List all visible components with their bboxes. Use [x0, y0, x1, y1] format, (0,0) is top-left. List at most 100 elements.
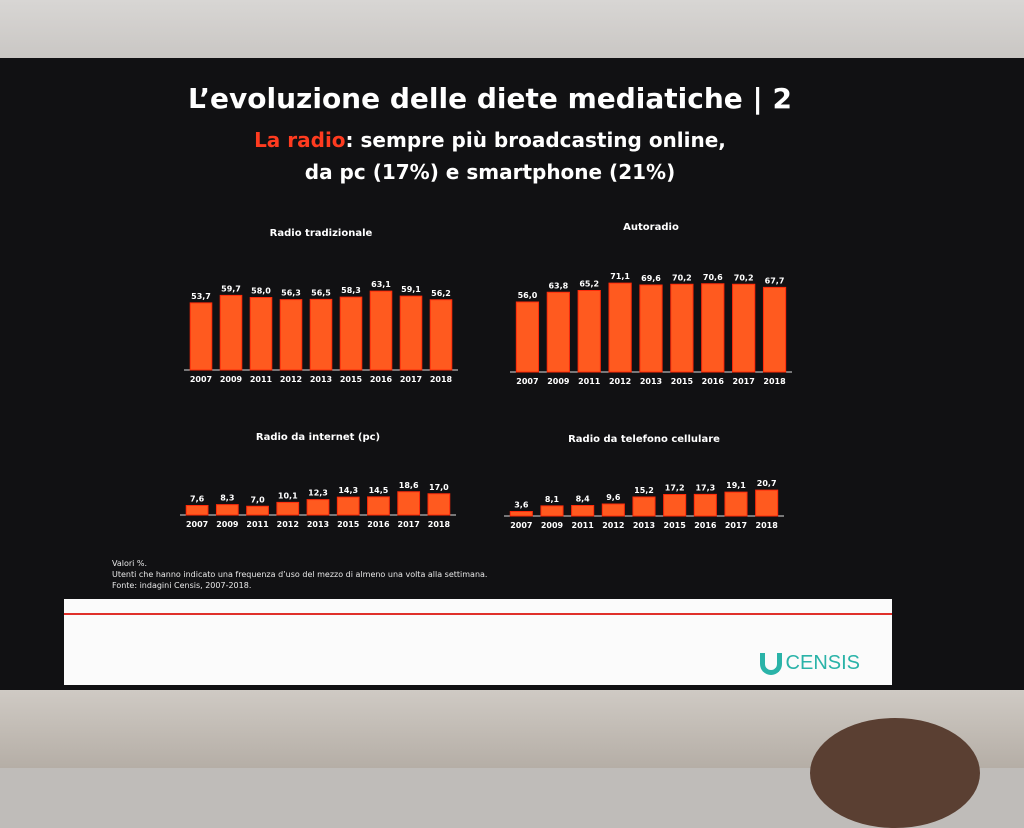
bar-value-label: 17,2	[665, 484, 685, 493]
bar	[219, 294, 243, 371]
x-tick-label: 2013	[310, 375, 332, 384]
audience-head	[810, 718, 980, 828]
chart-title: Radio tradizionale	[270, 228, 373, 239]
x-tick-label: 2009	[547, 377, 570, 386]
x-tick-label: 2017	[400, 375, 422, 384]
slide-subtitle-line2: da pc (17%) e smartphone (21%)	[304, 160, 676, 184]
footer-red-line	[64, 613, 892, 615]
x-tick-label: 2018	[428, 520, 451, 529]
note-values: Valori %.	[112, 559, 148, 568]
x-tick-label: 2011	[578, 377, 601, 386]
bar-value-label: 14,3	[338, 486, 358, 495]
censis-logo: CENSIS	[759, 652, 860, 675]
bar	[762, 286, 787, 373]
bar-value-label: 59,1	[401, 285, 421, 294]
bar	[309, 298, 333, 371]
footnotes: Valori %. Utenti che hanno indicato una …	[112, 558, 487, 591]
bar	[336, 496, 360, 516]
x-tick-label: 2018	[763, 377, 786, 386]
subtitle-highlight: La radio	[254, 128, 346, 152]
bar	[429, 299, 453, 371]
bar-value-label: 56,5	[311, 288, 331, 297]
x-tick-label: 2007	[516, 377, 538, 386]
chart-title: Radio da internet (pc)	[256, 432, 380, 443]
x-tick-label: 2009	[541, 521, 564, 530]
bar	[639, 284, 663, 373]
x-tick-label: 2012	[277, 520, 299, 529]
bar	[755, 489, 779, 517]
bar	[399, 295, 423, 371]
x-tick-label: 2007	[510, 521, 532, 530]
x-tick-label: 2015	[340, 375, 363, 384]
x-tick-label: 2011	[246, 520, 269, 529]
x-tick-label: 2018	[430, 375, 453, 384]
bar	[249, 297, 273, 371]
bar	[369, 290, 393, 371]
x-tick-label: 2012	[280, 375, 302, 384]
x-tick-label: 2011	[572, 521, 595, 530]
bar-value-label: 65,2	[579, 280, 599, 289]
x-tick-label: 2015	[337, 520, 360, 529]
x-tick-label: 2016	[370, 375, 393, 384]
bar-value-label: 63,8	[548, 281, 568, 290]
x-tick-label: 2015	[664, 521, 687, 530]
slide-title: L’evoluzione delle diete mediatiche | 2	[188, 82, 792, 115]
charts-area: Radio tradizionale 53,7 2007 59,7 2009 58,0 20…	[180, 222, 792, 530]
bar-value-label: 15,2	[634, 486, 654, 495]
bar-value-label: 19,1	[726, 481, 746, 490]
bar-value-label: 59,7	[221, 284, 241, 293]
bar-value-label: 70,2	[734, 273, 754, 282]
x-tick-label: 2009	[216, 520, 239, 529]
note-users: Utenti che hanno indicato una frequenza …	[112, 570, 488, 579]
x-tick-label: 2016	[694, 521, 717, 530]
bar-value-label: 63,1	[371, 280, 391, 289]
bar	[427, 493, 451, 516]
bar-value-label: 69,6	[641, 274, 661, 283]
bar	[724, 491, 748, 517]
bar	[663, 494, 687, 517]
bar	[540, 505, 564, 517]
x-tick-label: 2017	[725, 521, 747, 530]
logo-text: CENSIS	[785, 652, 860, 674]
bar	[189, 302, 213, 371]
chart-title: Autoradio	[623, 222, 679, 233]
bar	[571, 505, 595, 517]
footer-band: CENSIS	[64, 599, 892, 685]
bar-value-label: 7,0	[250, 495, 265, 504]
logo-u-icon	[759, 652, 782, 675]
bar-value-label: 20,7	[757, 479, 777, 488]
bar	[276, 501, 300, 516]
x-tick-label: 2013	[640, 377, 662, 386]
bar-value-label: 53,7	[191, 292, 211, 301]
x-tick-label: 2015	[671, 377, 694, 386]
bar-value-label: 67,7	[765, 276, 785, 285]
bar-value-label: 7,6	[190, 495, 205, 504]
x-tick-label: 2016	[702, 377, 725, 386]
bar-value-label: 14,5	[369, 486, 389, 495]
x-tick-label: 2011	[250, 375, 273, 384]
bar	[367, 496, 390, 516]
bar	[601, 503, 625, 517]
bar-value-label: 58,0	[251, 287, 271, 296]
bar-value-label: 56,3	[281, 289, 301, 298]
bar-value-label: 17,0	[429, 483, 449, 492]
chart-title: Radio da telefono cellulare	[568, 434, 720, 445]
bar-value-label: 8,3	[220, 494, 234, 503]
bar-value-label: 18,6	[399, 481, 419, 490]
bar	[246, 505, 269, 516]
x-tick-label: 2013	[633, 521, 655, 530]
bar-value-label: 3,6	[514, 501, 529, 510]
bar	[732, 283, 756, 373]
bar	[279, 299, 303, 371]
ceiling	[0, 0, 1024, 60]
x-tick-label: 2017	[398, 520, 420, 529]
bar-value-label: 12,3	[308, 489, 328, 498]
bar-value-label: 10,1	[278, 491, 298, 500]
bar-value-label: 8,1	[545, 495, 560, 504]
bar	[693, 493, 717, 517]
bar-value-label: 58,3	[341, 286, 361, 295]
bar-value-label: 8,4	[576, 495, 591, 504]
x-tick-label: 2017	[733, 377, 755, 386]
x-tick-label: 2018	[756, 521, 779, 530]
bar-value-label: 56,2	[431, 289, 451, 298]
